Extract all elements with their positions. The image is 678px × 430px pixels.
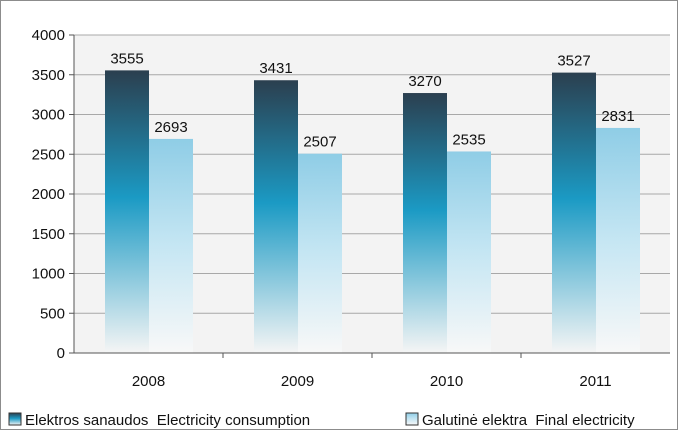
x-category-label: 2010	[430, 373, 463, 390]
bar-consumption-2009	[254, 80, 298, 353]
y-tick-label: 3500	[32, 67, 65, 84]
y-tick-label: 1500	[32, 226, 65, 243]
data-label: 3555	[110, 50, 143, 67]
x-category-label: 2009	[281, 373, 314, 390]
legend-swatch	[8, 412, 22, 426]
axes	[69, 34, 670, 358]
data-label: 2693	[154, 119, 187, 136]
bar-final-2008	[149, 138, 193, 353]
legend-label: Galutinė elektra Final electricity	[422, 412, 635, 429]
y-tick-label: 2500	[32, 146, 65, 163]
y-tick-label: 3000	[32, 107, 65, 124]
legend-label: Elektros sanaudos Electricity consumptio…	[25, 412, 310, 429]
legend: Elektros sanaudos Electricity consumptio…	[8, 412, 635, 429]
legend-swatch	[405, 412, 419, 426]
x-category-label: 2011	[579, 373, 611, 390]
bars	[105, 70, 640, 353]
x-category-label: 2008	[132, 373, 165, 390]
data-label: 3527	[557, 53, 590, 70]
bar-consumption-2011	[552, 72, 596, 353]
bar-consumption-2010	[403, 93, 447, 353]
y-tick-label: 4000	[32, 27, 65, 44]
y-tick-label: 0	[57, 345, 65, 362]
y-tick-label: 2000	[32, 186, 65, 203]
data-label: 2535	[452, 131, 485, 148]
data-label: 3431	[259, 60, 292, 77]
bar-consumption-2008	[105, 70, 149, 353]
data-label: 2831	[601, 108, 634, 125]
data-label: 2507	[303, 134, 336, 151]
y-tick-label: 500	[40, 305, 65, 322]
data-label: 3270	[408, 73, 441, 90]
bar-final-2011	[596, 127, 640, 353]
y-tick-label: 1000	[32, 266, 65, 283]
bar-final-2009	[298, 153, 342, 353]
labels: 0 500 1000 1500 2000 2500 3000 3500 4000 3555 2693…	[32, 27, 635, 390]
bar-final-2010	[447, 151, 491, 353]
